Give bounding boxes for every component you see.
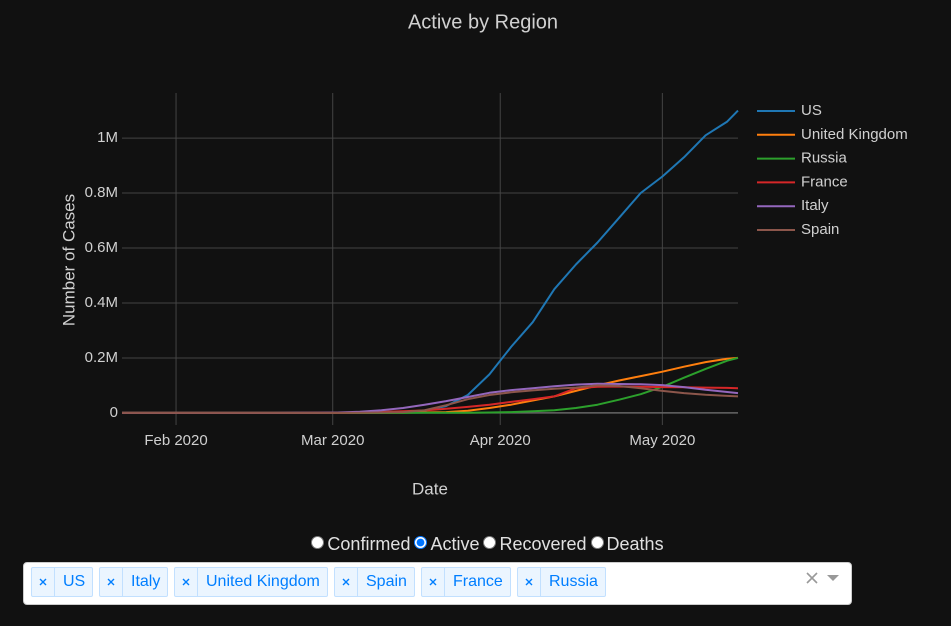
tag-label: Italy [131, 573, 161, 590]
radio-option[interactable]: Recovered [483, 534, 587, 554]
selected-tag: Russia [517, 567, 606, 597]
x-tick-label: Mar 2020 [301, 432, 364, 449]
region-dropdown[interactable]: US Italy United Kingdom Spain France Russia [23, 562, 852, 605]
radio-group: Confirmed Active Recovered Deaths [0, 534, 951, 555]
y-tick-label: 0.8M [85, 184, 118, 201]
remove-icon [182, 578, 190, 586]
remove-icon [39, 578, 47, 586]
tag-label: France [453, 573, 503, 590]
radio-label: Recovered [499, 534, 587, 554]
tag-remove[interactable] [100, 568, 123, 596]
radio-label: Confirmed [327, 534, 411, 554]
tag-label: US [63, 573, 86, 590]
radio-option[interactable]: Active [414, 534, 479, 554]
clear-icon[interactable] [806, 572, 818, 584]
tag-remove[interactable] [32, 568, 55, 596]
y-tick-label: 0.2M [85, 349, 118, 366]
tag-label: United Kingdom [206, 573, 320, 590]
dropdown-arrow[interactable] [827, 575, 839, 583]
tag-remove[interactable] [335, 568, 358, 596]
legend-label: Spain [801, 221, 839, 238]
legend-label: France [801, 173, 848, 190]
legend-label: US [801, 102, 822, 119]
series-line [122, 109, 739, 414]
tag-remove[interactable] [175, 568, 198, 596]
remove-icon [525, 578, 533, 586]
radio-option[interactable]: Confirmed [311, 534, 410, 554]
radio-button[interactable] [414, 536, 428, 549]
radio-label: Deaths [606, 534, 664, 554]
remove-icon [107, 578, 115, 586]
y-tick-label: 0 [110, 404, 118, 421]
chart-title: Active by Region [408, 11, 558, 33]
tag-label: Spain [366, 573, 407, 590]
x-tick-label: Apr 2020 [470, 432, 531, 449]
x-axis-label: Date [412, 479, 448, 498]
legend-label: United Kingdom [801, 126, 908, 143]
selected-tag: Italy [99, 567, 169, 597]
tag-remove[interactable] [422, 568, 445, 596]
y-tick-label: 0.6M [85, 239, 118, 256]
radio-option[interactable]: Deaths [590, 534, 664, 554]
legend-label: Italy [801, 197, 829, 214]
tag-label: Russia [549, 573, 598, 590]
selected-tag: US [31, 567, 94, 597]
x-tick-label: Feb 2020 [144, 432, 207, 449]
y-tick-label: 1M [97, 129, 118, 146]
series-line [122, 384, 739, 414]
y-tick-label: 0.4M [85, 294, 118, 311]
selected-tag: France [421, 567, 511, 597]
remove-icon [342, 578, 350, 586]
radio-label: Active [430, 534, 480, 554]
y-axis-label: Number of Cases [59, 194, 78, 326]
x-tick-label: May 2020 [629, 432, 695, 449]
legend-label: Russia [801, 150, 848, 167]
selected-tag: United Kingdom [174, 567, 328, 597]
tag-remove[interactable] [518, 568, 541, 596]
selected-tag: Spain [334, 567, 415, 597]
radio-button[interactable] [590, 536, 604, 549]
chart: Active by Region Date Number of Cases Fe… [59, 11, 908, 498]
radio-button[interactable] [311, 536, 325, 549]
remove-icon [429, 578, 437, 586]
radio-button[interactable] [483, 536, 497, 549]
